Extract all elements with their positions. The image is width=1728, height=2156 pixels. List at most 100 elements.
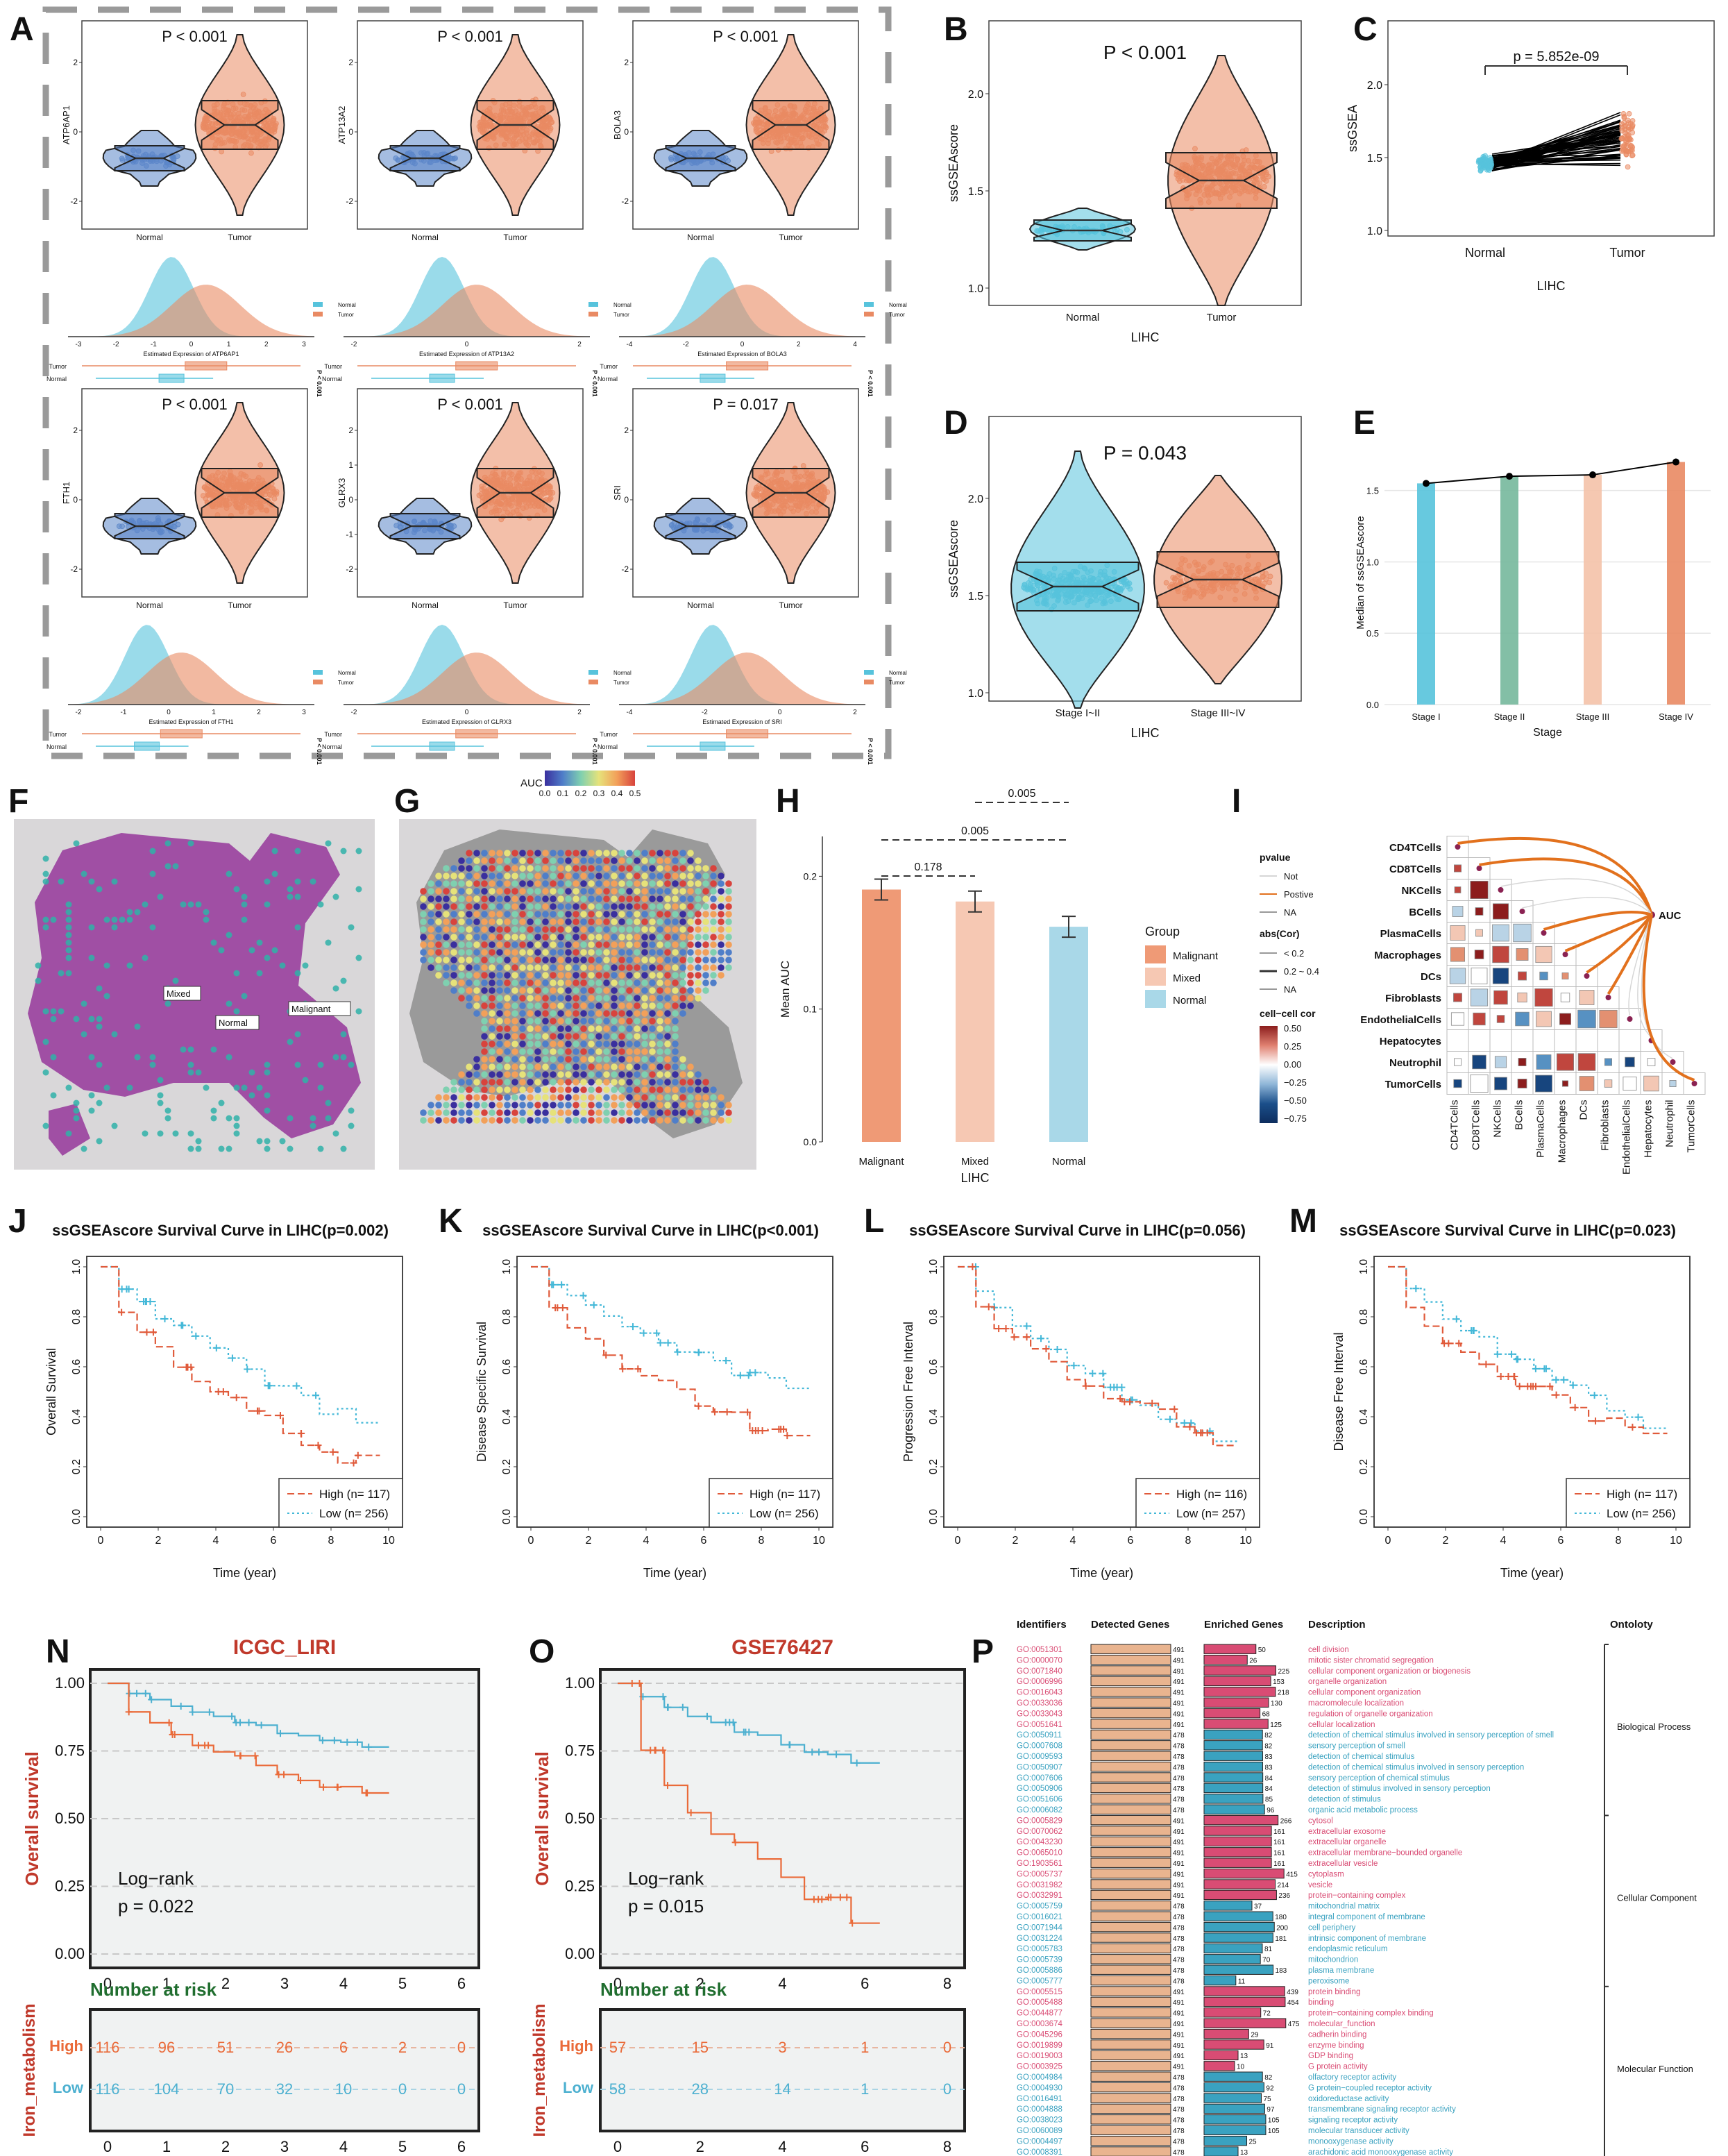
spot — [340, 1054, 347, 1061]
spot — [649, 873, 656, 879]
panel-c-xlabel: LIHC — [1536, 279, 1565, 293]
spot — [458, 1071, 465, 1078]
spot — [511, 1025, 518, 1032]
spot — [81, 870, 87, 877]
data-point — [1254, 176, 1260, 182]
spot — [664, 1079, 671, 1086]
spot — [458, 995, 465, 1002]
spot — [687, 850, 694, 857]
spot — [611, 941, 618, 948]
spot — [142, 901, 149, 908]
spot — [279, 962, 286, 969]
spot — [534, 873, 541, 879]
spot — [458, 1079, 465, 1086]
spot — [527, 873, 534, 879]
spot — [458, 949, 465, 956]
spot — [519, 903, 526, 910]
spot — [88, 878, 95, 885]
spot — [450, 949, 457, 956]
spot — [641, 949, 648, 956]
spot — [466, 1086, 473, 1093]
data-point — [1119, 585, 1125, 591]
spot — [580, 964, 587, 971]
density-xtick: -2 — [113, 341, 119, 348]
spot — [550, 918, 557, 925]
panel-d-xtick: Stage III~IV — [1191, 707, 1246, 719]
spot — [527, 979, 534, 986]
violin-ylabel-SRI: SRI — [612, 485, 622, 500]
spot — [687, 1086, 694, 1093]
spot — [511, 1056, 518, 1063]
spot — [710, 1109, 717, 1116]
spot — [489, 949, 495, 956]
spot — [557, 957, 564, 963]
spot — [473, 865, 480, 872]
spot — [557, 1094, 564, 1101]
spot — [580, 941, 587, 948]
spot — [481, 857, 488, 864]
spot — [496, 1102, 503, 1109]
spot — [573, 1025, 579, 1032]
spot — [496, 1063, 503, 1070]
spot — [481, 1071, 488, 1078]
legend-normal: Normal — [889, 302, 907, 308]
spot — [489, 1025, 495, 1032]
spot — [702, 964, 709, 971]
violin-ytick: 0 — [348, 127, 353, 137]
spot — [573, 1010, 579, 1017]
panel-b-ytick: 1.5 — [968, 186, 983, 198]
spot — [626, 880, 633, 887]
spot — [550, 903, 557, 910]
spot — [519, 1018, 526, 1025]
spot — [42, 1008, 49, 1015]
spot — [534, 1071, 541, 1078]
spot — [519, 1063, 526, 1070]
spot — [557, 964, 564, 971]
spot — [473, 934, 480, 941]
spot — [565, 1063, 572, 1070]
density-xtick: -4 — [627, 341, 633, 348]
spot — [649, 918, 656, 925]
spot — [504, 934, 511, 941]
panel-f-label-mixed: Mixed — [167, 988, 191, 999]
spot — [573, 1018, 579, 1025]
data-point — [1619, 128, 1625, 134]
spot — [641, 979, 648, 986]
spot — [550, 865, 557, 872]
spot — [687, 1063, 694, 1070]
spot — [710, 979, 717, 986]
spot — [603, 1094, 610, 1101]
spot — [618, 1033, 625, 1040]
spot — [565, 918, 572, 925]
density-xtick: 1 — [227, 341, 231, 348]
spot — [672, 918, 679, 925]
data-point — [1619, 148, 1625, 154]
spot — [443, 949, 450, 956]
spot — [611, 1102, 618, 1109]
spot — [611, 1094, 618, 1101]
spot — [527, 1048, 534, 1055]
spot — [164, 1000, 171, 1007]
spot — [618, 1109, 625, 1116]
spot — [626, 865, 633, 872]
spot — [527, 1041, 534, 1047]
spot — [626, 850, 633, 857]
spot — [435, 934, 442, 941]
spot — [618, 957, 625, 963]
panel-b-ylabel: ssGSEAscore — [947, 124, 960, 202]
spot — [519, 1033, 526, 1040]
spot — [687, 880, 694, 887]
spot — [626, 1010, 633, 1017]
spot — [557, 918, 564, 925]
spot — [458, 918, 465, 925]
density-xtick: -1 — [151, 341, 157, 348]
violin-ylabel-BOLA3: BOLA3 — [612, 110, 622, 140]
spot — [241, 893, 248, 900]
spot — [489, 995, 495, 1002]
violin-pvalue-SRI: P = 0.017 — [713, 396, 778, 413]
spot — [588, 1033, 595, 1040]
spot — [618, 941, 625, 948]
spot — [634, 1079, 641, 1086]
spot — [580, 1018, 587, 1025]
spot — [443, 1094, 450, 1101]
